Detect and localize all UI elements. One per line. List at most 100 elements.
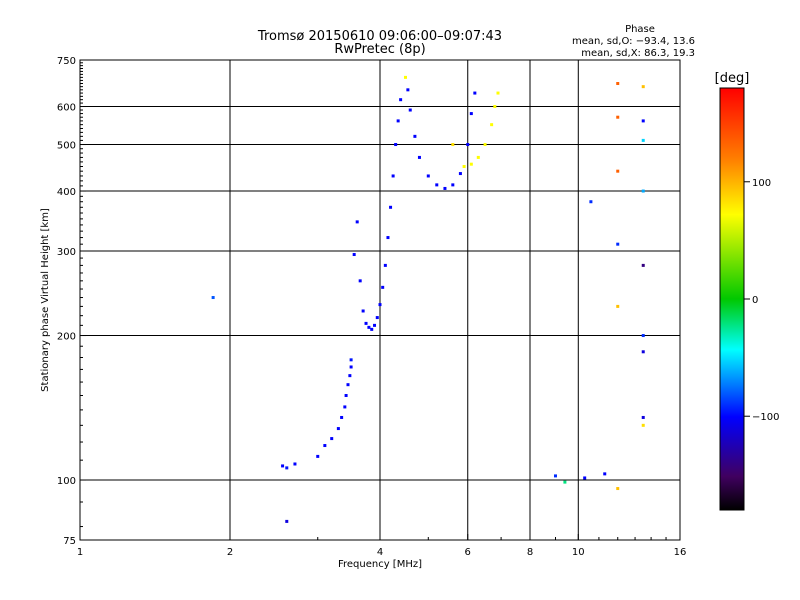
data-point [496, 91, 500, 95]
data-point [553, 474, 557, 478]
data-point [367, 325, 371, 329]
data-point [435, 183, 439, 187]
colorbar-label: [deg] [715, 71, 750, 86]
data-point [323, 444, 327, 448]
colorbar-tick-label: 100 [752, 178, 771, 189]
data-point [399, 98, 403, 102]
colorbar-tick-label: −100 [752, 412, 779, 423]
data-point [285, 466, 289, 470]
data-point [490, 123, 494, 127]
data-point [641, 263, 645, 267]
data-point [451, 143, 455, 147]
x-axis: 1 2 4 6 8 10 16 [77, 534, 687, 558]
data-point [364, 321, 368, 325]
data-point [408, 108, 412, 112]
data-point [563, 480, 567, 484]
data-point [469, 112, 473, 116]
data-point [389, 205, 393, 209]
data-point [348, 374, 352, 378]
data-point [641, 334, 645, 338]
data-point [426, 174, 430, 178]
data-point [281, 464, 285, 468]
data-point [616, 169, 620, 173]
data-point [336, 427, 340, 431]
data-point [383, 263, 387, 267]
phase-box-o: mean, sd,O: −93.4, 13.6 [572, 36, 695, 47]
chart-title: Tromsø 20150610 09:06:00–09:07:43 [257, 29, 502, 44]
data-point [358, 279, 362, 283]
data-point [641, 415, 645, 419]
data-point [349, 365, 353, 369]
data-point [641, 138, 645, 142]
data-point [583, 476, 587, 480]
data-point [451, 183, 455, 187]
data-point [616, 487, 620, 491]
data-point [476, 155, 480, 159]
data-point [443, 186, 447, 190]
data-point [417, 155, 421, 159]
data-point [616, 304, 620, 308]
data-point [373, 323, 377, 327]
data-point [641, 350, 645, 354]
data-point [375, 316, 379, 320]
data-point [394, 143, 398, 147]
data-point [316, 454, 320, 458]
data-point [641, 423, 645, 427]
data-point [603, 472, 607, 476]
data-point [391, 174, 395, 178]
x-tick-label: 2 [227, 547, 233, 558]
x-tick-label: 10 [572, 547, 585, 558]
data-point [641, 189, 645, 193]
data-points [211, 75, 645, 523]
y-axis: 75 100 200 300 400 500 600 750 [57, 56, 86, 547]
grid [80, 60, 680, 540]
data-point [473, 91, 477, 95]
data-point [458, 172, 462, 176]
data-point [211, 296, 215, 300]
data-point [343, 405, 347, 409]
data-point [616, 82, 620, 86]
y-tick-label: 200 [57, 332, 76, 343]
data-point [330, 437, 334, 441]
data-point [616, 115, 620, 119]
data-point [349, 358, 353, 362]
data-point [466, 143, 470, 147]
data-point [370, 327, 374, 331]
y-tick-label: 750 [57, 56, 76, 67]
data-point [493, 105, 497, 109]
x-tick-label: 4 [377, 547, 383, 558]
x-tick-label: 6 [465, 547, 471, 558]
colorbar [719, 87, 745, 511]
data-point [589, 200, 593, 204]
data-point [469, 162, 473, 166]
x-tick-label: 8 [527, 547, 533, 558]
data-point [344, 394, 348, 398]
data-point [346, 383, 350, 387]
data-point [462, 164, 466, 168]
colorbar-tick-label: 0 [752, 295, 758, 306]
data-point [381, 285, 385, 289]
data-point [340, 415, 344, 419]
data-point [293, 462, 297, 466]
data-point [378, 303, 382, 307]
data-point [641, 85, 645, 89]
y-axis-label: Stationary phase Virtual Height [km] [40, 208, 51, 392]
data-point [396, 119, 400, 123]
data-point [403, 75, 407, 79]
data-point [641, 119, 645, 123]
data-point [352, 253, 356, 257]
data-point [616, 242, 620, 246]
y-tick-label: 400 [57, 187, 76, 198]
chart-subtitle: RwPretec (8p) [334, 42, 425, 57]
data-point [355, 220, 359, 224]
x-axis-label: Frequency [MHz] [338, 559, 422, 570]
x-tick-label: 16 [674, 547, 687, 558]
y-tick-label: 300 [57, 247, 76, 258]
x-tick-label: 1 [77, 547, 83, 558]
data-point [413, 134, 417, 138]
data-point [386, 236, 390, 240]
data-point [406, 88, 410, 92]
data-point [483, 143, 487, 147]
y-tick-label: 500 [57, 141, 76, 152]
